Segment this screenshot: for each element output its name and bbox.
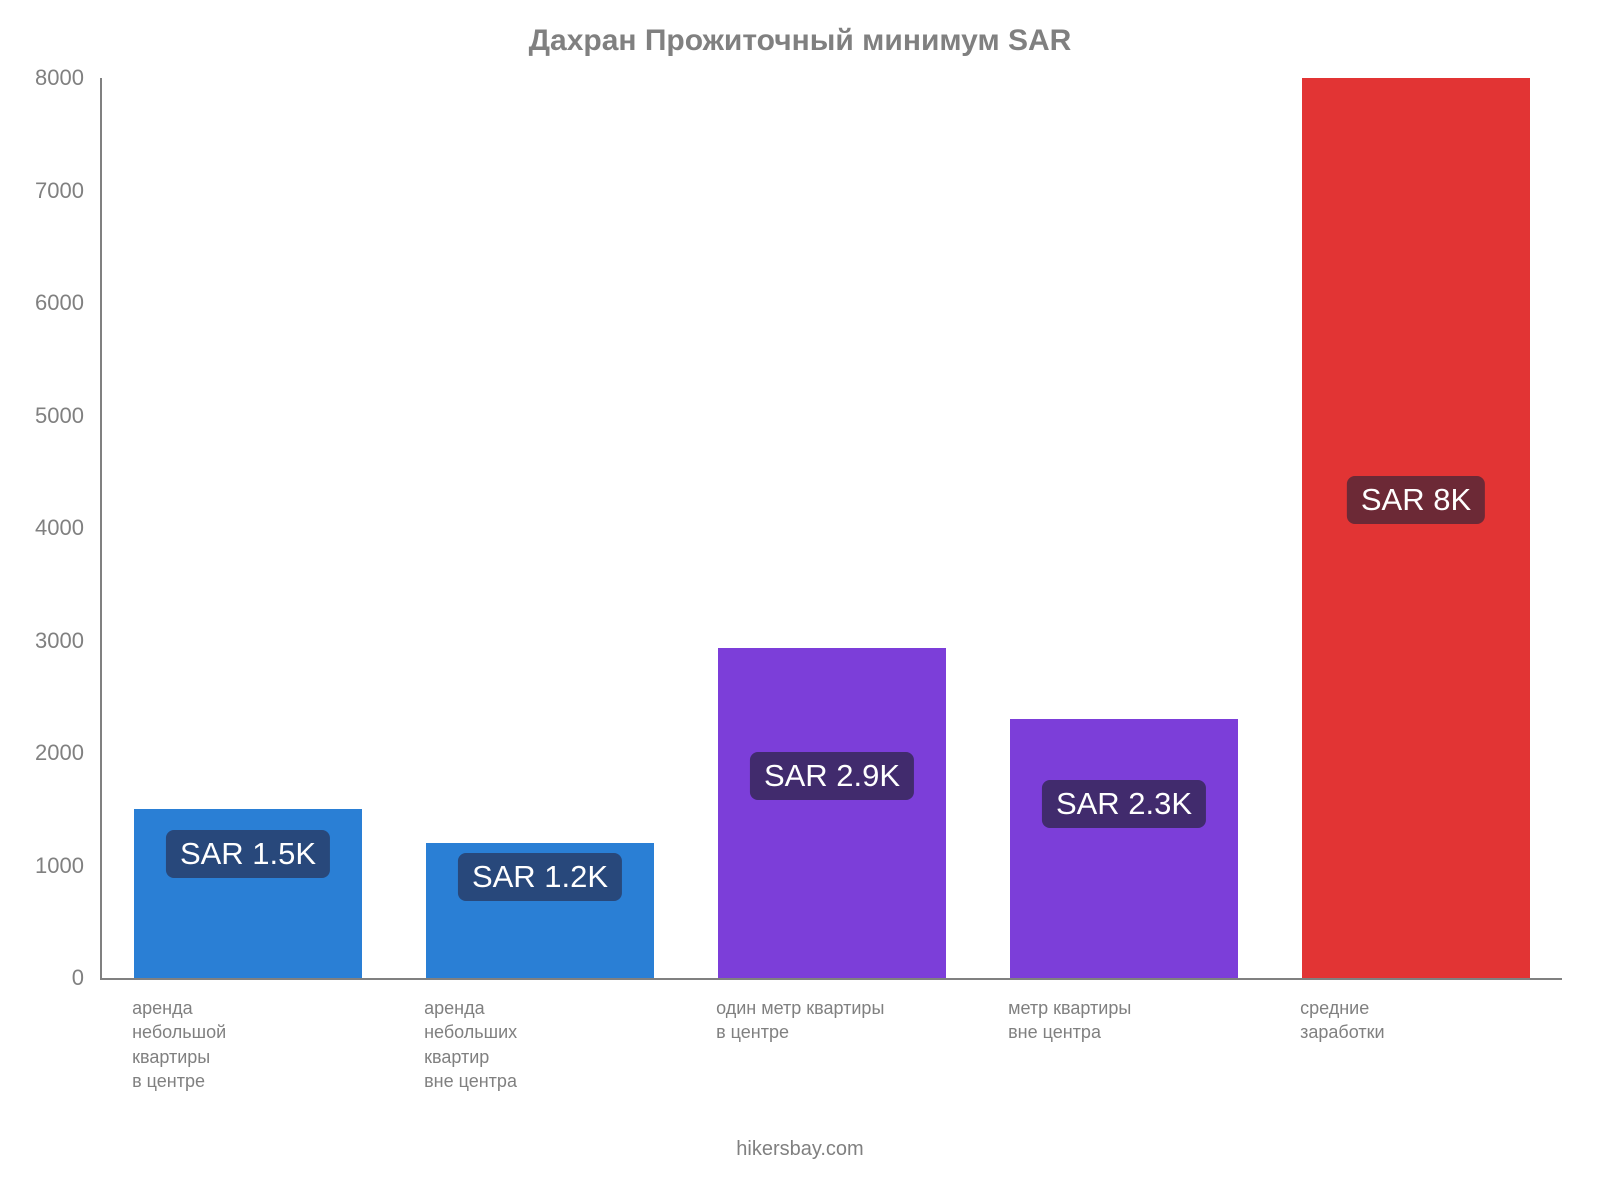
y-axis-tick-label: 1000 (35, 853, 84, 879)
y-axis-tick-label: 0 (72, 965, 84, 991)
plot-area: SAR 1.5K SAR 1.2K SAR 2.9K SAR 2.3K SAR 8K (100, 78, 1562, 980)
bar (1302, 78, 1530, 978)
bar-value-label: SAR 8K (1347, 476, 1485, 524)
y-axis-tick-label: 5000 (35, 403, 84, 429)
x-axis-tick-label: аренда небольшой квартиры в центре (132, 996, 360, 1093)
bar (1010, 719, 1238, 978)
y-axis-tick-label: 2000 (35, 740, 84, 766)
chart-footer: hikersbay.com (0, 1138, 1600, 1161)
bar-value-label: SAR 2.9K (750, 752, 914, 800)
y-axis-tick-label: 8000 (35, 65, 84, 91)
bar-value-label: SAR 2.3K (1042, 780, 1206, 828)
x-axis-tick-label: один метр квартиры в центре (716, 996, 944, 1045)
y-axis-tick-label: 7000 (35, 178, 84, 204)
chart-title: Дахран Прожиточный минимум SAR (0, 24, 1600, 58)
bar-value-label: SAR 1.2K (458, 853, 622, 901)
y-axis-tick-label: 3000 (35, 628, 84, 654)
x-axis-tick-label: метр квартиры вне центра (1008, 996, 1236, 1045)
bar-value-label: SAR 1.5K (166, 830, 330, 878)
y-axis-tick-label: 6000 (35, 290, 84, 316)
x-axis-tick-label: средние заработки (1300, 996, 1528, 1045)
chart-container: Дахран Прожиточный минимум SAR SAR 1.5KS… (0, 0, 1600, 1200)
x-axis-tick-label: аренда небольших квартир вне центра (424, 996, 652, 1093)
bar (718, 648, 946, 978)
y-axis-tick-label: 4000 (35, 515, 84, 541)
